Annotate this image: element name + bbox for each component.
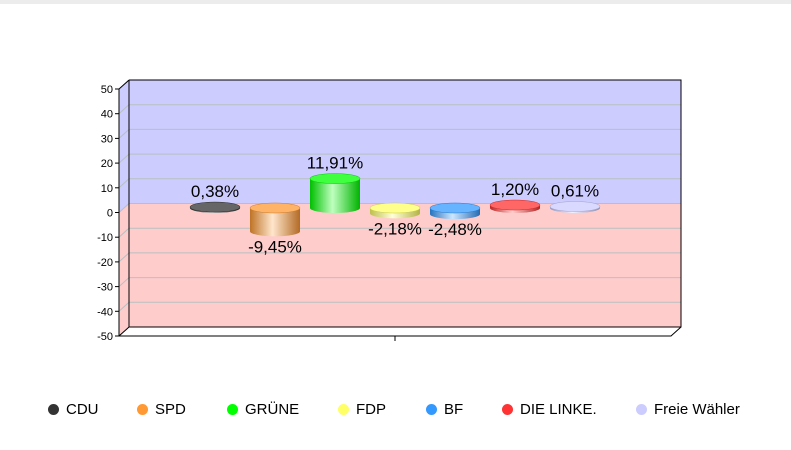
legend-label: SPD [155,401,186,418]
legend-label: CDU [66,401,99,418]
y-tick-label: 50 [101,84,113,96]
gridline-side [118,129,130,139]
data-label: -2,18% [368,219,422,238]
legend-label: Freie Wähler [654,401,740,418]
legend-item: BF [426,401,463,418]
legend-item: Freie Wähler [636,401,740,418]
y-tick-label: -20 [97,257,113,269]
data-label: -9,45% [248,237,302,256]
y-tick-label: 20 [101,158,113,170]
bar-grüne [310,178,360,213]
legend-marker-icon [426,404,437,415]
legend-label: FDP [356,401,386,418]
data-label: 0,38% [191,182,239,201]
back-wall-positive [129,80,681,204]
legend-marker-icon [338,404,349,415]
data-label: 0,61% [551,181,599,200]
legend-marker-icon [227,404,238,415]
y-tick-label: 30 [101,133,113,145]
y-tick-label: 10 [101,183,113,195]
gridline-side [118,277,130,287]
y-tick-label: -30 [97,282,113,294]
data-label: 1,20% [491,180,539,199]
legend-marker-icon [48,404,59,415]
gridline-side [118,203,130,213]
gridline-side [118,104,130,115]
legend-item: FDP [338,401,386,418]
gridline-side [118,252,130,263]
data-label: -2,48% [428,220,482,239]
legend-label: DIE LINKE. [520,401,597,418]
bar-top [249,202,301,214]
y-tick-label: -50 [97,331,113,343]
legend-label: GRÜNE [245,401,300,418]
legend-label: BF [444,401,464,418]
bar-chart: 50 40 30 20 10 0 -10 -20 -30 -40 -50 0,38% -9,45% 11,… [97,79,682,343]
gridline-side [118,153,130,164]
legend-item: GRÜNE [227,401,299,418]
bar-top [429,202,481,214]
legend: CDU SPD GRÜNE FDP BF DIE LINKE. Freie Wähler [0,401,791,421]
legend-item: DIE LINKE. [502,401,597,418]
floor-front-edge [119,326,682,337]
bar-top [309,173,361,184]
gridline-side [118,227,130,238]
y-tick-label: -10 [97,232,113,244]
bar-top [549,201,601,212]
legend-marker-icon [137,404,148,415]
top-bar [0,0,791,4]
side-top-edge [118,79,130,90]
data-label: 11,91% [307,154,363,173]
side-wall-negative [119,203,129,336]
bar-spd [250,208,300,237]
y-tick-label: 40 [101,109,113,121]
floor-side-edge [118,326,130,337]
gridline-side [118,301,130,312]
bar-top [189,201,241,213]
legend-marker-icon [502,404,513,415]
y-tick-label: 0 [107,208,113,220]
side-wall-positive [119,80,129,213]
bar-top [369,202,421,214]
bar-top [489,199,541,211]
back-wall-negative [129,203,681,327]
legend-item: SPD [137,401,186,418]
gridline-side [118,178,130,189]
legend-marker-icon [636,404,647,415]
y-tick-label: -40 [97,306,113,318]
legend-item: CDU [48,401,99,418]
